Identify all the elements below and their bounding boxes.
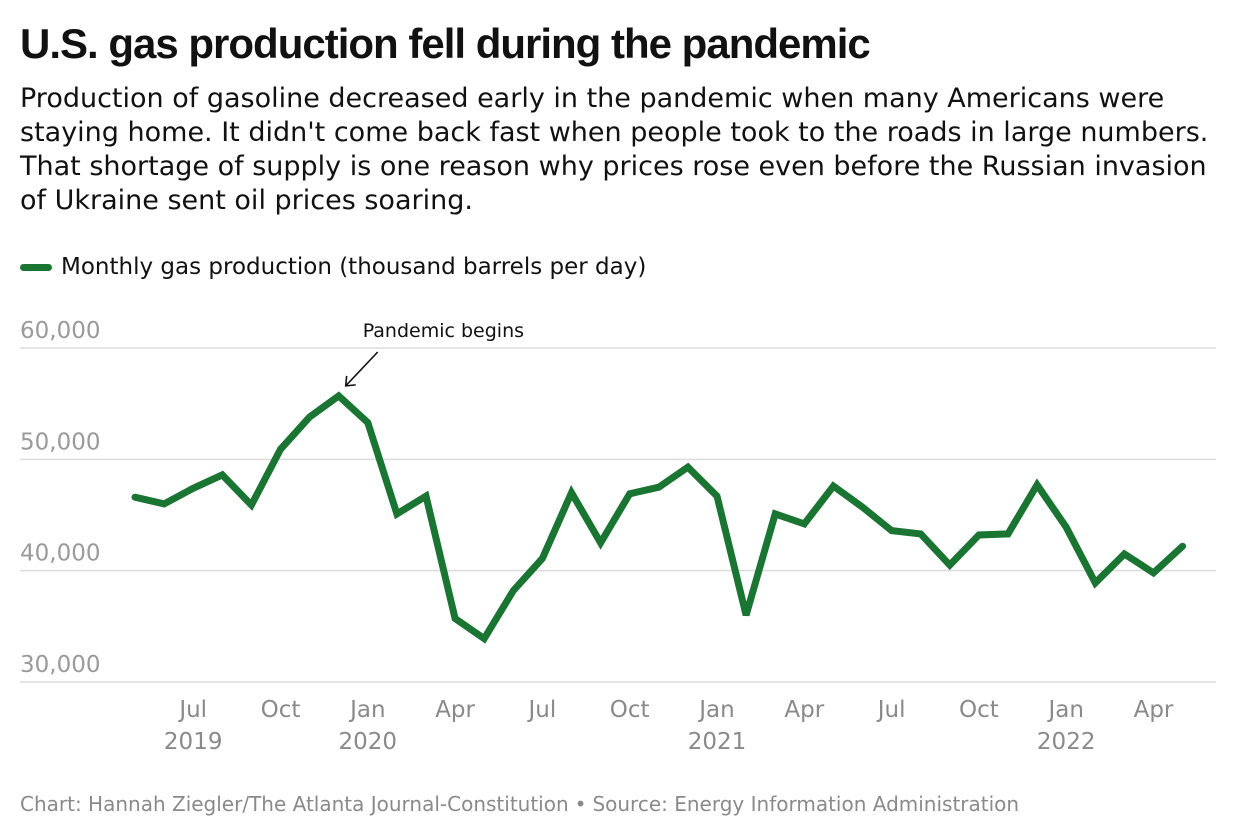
data-point: [975, 532, 982, 539]
data-point: [132, 494, 139, 501]
x-tick-month-label: Jan: [697, 697, 734, 723]
legend-label: Monthly gas production (thousand barrels…: [61, 254, 647, 280]
data-point: [248, 501, 255, 508]
data-point: [859, 504, 866, 511]
data-point: [1179, 543, 1186, 550]
x-tick-year-label: 2019: [164, 729, 223, 755]
data-point: [1092, 579, 1099, 586]
annotation-arrow: [345, 351, 379, 387]
data-point: [190, 485, 197, 492]
chart-credit: Chart: Hannah Ziegler/The Atlanta Journa…: [20, 792, 569, 816]
data-point: [946, 562, 953, 569]
line-chart: 60,000 50,000 40,000 30,000 Jul 2019 Oct Jan 20…: [20, 318, 1216, 755]
annotation: Pandemic begins: [344, 320, 524, 387]
data-point: [655, 484, 662, 491]
data-point: [1121, 550, 1128, 557]
data-point: [801, 520, 808, 527]
data-point: [219, 471, 226, 478]
data-point: [830, 483, 837, 490]
x-tick-month-label: Jan: [1046, 697, 1083, 723]
x-axis-ticks: Jul 2019 Oct Jan 2020 Apr Jul Oct Jan 2021 Apr Jul O…: [164, 697, 1174, 755]
data-point: [568, 489, 575, 496]
gridlines: [20, 347, 1216, 683]
x-tick-month-label: Apr: [435, 697, 475, 723]
y-tick-label: 60,000: [20, 318, 100, 344]
data-point: [626, 490, 633, 497]
x-tick-month-label: Apr: [1134, 697, 1174, 723]
data-point: [597, 539, 604, 546]
annotation-label: Pandemic begins: [363, 320, 524, 342]
x-tick-month-label: Jul: [177, 697, 207, 723]
series-line-layer: [131, 391, 1187, 644]
data-point: [161, 500, 168, 507]
data-point: [1150, 569, 1157, 576]
y-tick-label: 30,000: [20, 652, 100, 678]
data-point: [684, 464, 691, 471]
data-point: [277, 446, 284, 453]
data-point: [888, 527, 895, 534]
chart-subtitle: Production of gasoline decreased early i…: [20, 83, 1209, 216]
x-tick-month-label: Jul: [876, 697, 906, 723]
data-point: [772, 510, 779, 517]
data-point: [1005, 530, 1012, 537]
credit-separator: •: [574, 792, 587, 816]
series-line: [131, 391, 1187, 644]
data-point: [743, 612, 750, 619]
data-source: Source: Energy Information Administratio…: [592, 792, 1020, 816]
data-point: [423, 493, 430, 500]
data-point: [539, 555, 546, 562]
x-tick-month-label: Jul: [527, 697, 557, 723]
y-tick-label: 40,000: [20, 541, 100, 567]
legend: Monthly gas production (thousand barrels…: [20, 252, 646, 282]
legend-swatch: [20, 263, 52, 271]
data-point: [335, 392, 342, 399]
y-tick-label: 50,000: [20, 429, 100, 455]
data-point: [481, 635, 488, 642]
data-point: [1063, 524, 1070, 531]
data-point: [1034, 481, 1041, 488]
x-tick-month-label: Oct: [610, 697, 650, 723]
x-tick-month-label: Oct: [261, 697, 301, 723]
y-axis-ticks: 60,000 50,000 40,000 30,000: [20, 318, 100, 678]
x-tick-year-label: 2022: [1037, 729, 1096, 755]
x-tick-month-label: Jan: [348, 697, 385, 723]
data-point: [510, 587, 517, 594]
data-point: [917, 530, 924, 537]
x-tick-year-label: 2021: [688, 729, 747, 755]
x-tick-month-label: Apr: [784, 697, 824, 723]
x-tick-month-label: Oct: [959, 697, 999, 723]
data-point: [452, 615, 459, 622]
data-point: [364, 419, 371, 426]
source-note: Chart: Hannah Ziegler/The Atlanta Journa…: [20, 792, 1220, 816]
annotation-arrowhead: [344, 375, 356, 387]
chart-title: U.S. gas production fell during the pand…: [20, 20, 871, 67]
x-tick-year-label: 2020: [339, 729, 398, 755]
data-point: [393, 510, 400, 517]
data-point: [306, 414, 313, 421]
data-point: [714, 493, 721, 500]
